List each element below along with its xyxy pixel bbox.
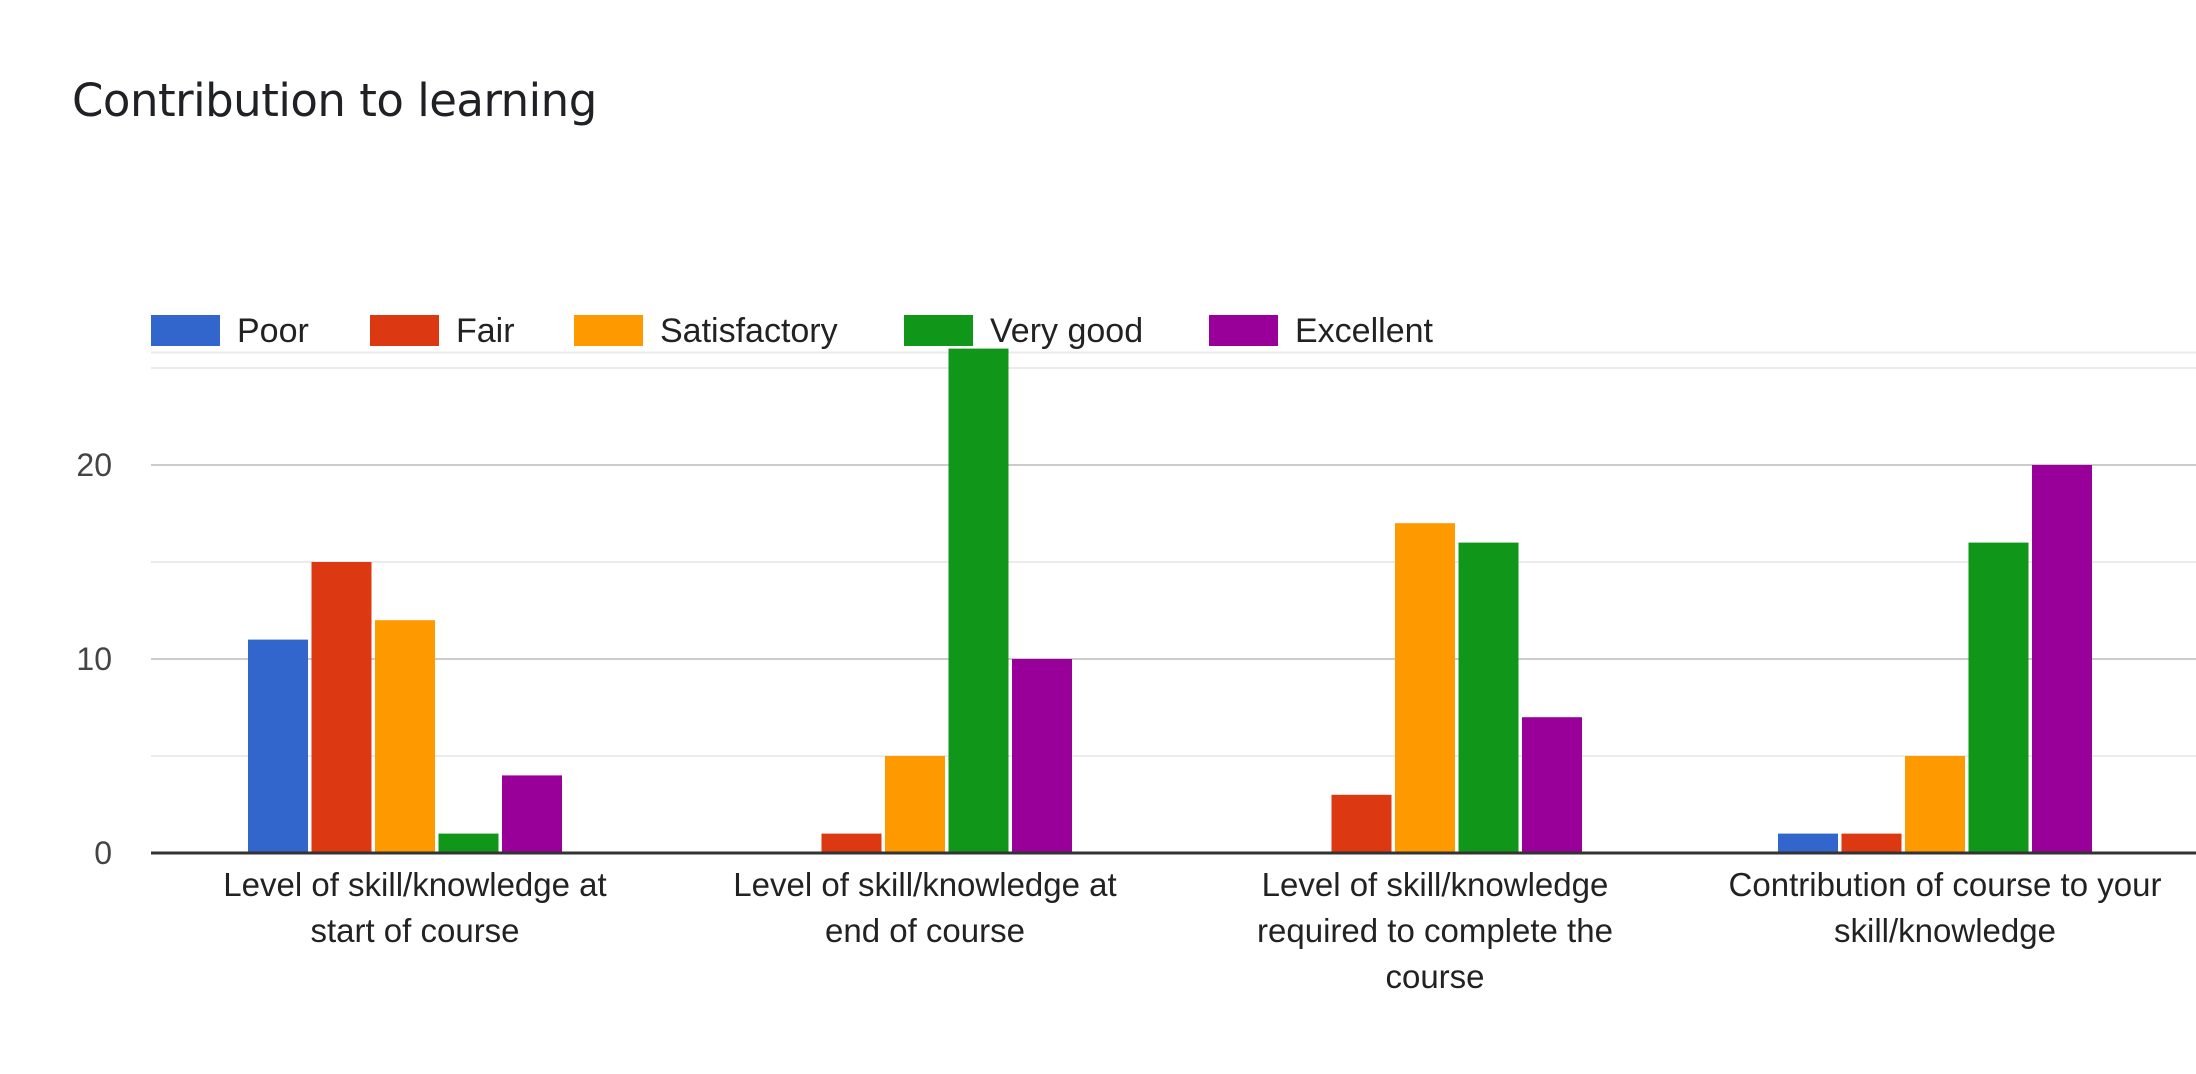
y-tick-label: 0 [94,835,112,871]
bar-poor-0[interactable] [248,639,308,853]
legend-label: Fair [456,312,515,350]
x-category-label: Contribution of course to your [1729,866,2162,903]
x-category-label: skill/knowledge [1834,912,2056,949]
bar-excellent-1[interactable] [1012,659,1072,853]
x-category-label: end of course [825,912,1025,949]
legend-label: Excellent [1295,312,1434,350]
x-category-label: required to complete the [1257,912,1613,949]
bar-satisfactory-1[interactable] [885,756,945,853]
legend[interactable]: Poor Fair Satisfactory Very good Excellent [151,312,1434,350]
bar-very-good-3[interactable] [1968,542,2029,853]
y-axis-ticks: 0 10 20 [76,447,112,871]
bar-excellent-0[interactable] [502,775,562,853]
bar-satisfactory-2[interactable] [1395,523,1455,853]
bars [248,348,2092,853]
chart-title: Contribution to learning [72,74,597,127]
bar-poor-3[interactable] [1778,833,1838,853]
x-category-label: Level of skill/knowledge at [733,866,1116,903]
legend-label: Very good [990,312,1143,350]
legend-swatch [151,315,220,346]
y-tick-label: 10 [76,641,112,677]
legend-label: Poor [237,312,309,350]
x-axis-categories: Level of skill/knowledge at start of cour… [223,866,2161,995]
bar-very-good-1[interactable] [948,348,1009,853]
legend-item-poor[interactable]: Poor [151,312,309,350]
bar-very-good-0[interactable] [438,833,499,853]
y-tick-label: 20 [76,447,112,483]
bar-fair-3[interactable] [1841,833,1902,853]
legend-item-excellent[interactable]: Excellent [1209,312,1434,350]
bar-satisfactory-0[interactable] [375,620,435,853]
x-category-label: start of course [310,912,519,949]
bar-fair-0[interactable] [311,562,372,853]
legend-swatch [1209,315,1278,346]
bar-satisfactory-3[interactable] [1905,756,1965,853]
bar-excellent-3[interactable] [2032,465,2092,853]
bar-fair-1[interactable] [821,833,882,853]
legend-swatch [574,315,643,346]
x-category-label: Level of skill/knowledge at [223,866,606,903]
legend-label: Satisfactory [660,312,838,350]
legend-item-very-good[interactable]: Very good [904,312,1143,350]
legend-swatch [370,315,439,346]
legend-item-satisfactory[interactable]: Satisfactory [574,312,838,350]
bar-excellent-2[interactable] [1522,717,1582,853]
x-category-label: course [1385,958,1484,995]
x-category-label: Level of skill/knowledge [1262,866,1609,903]
legend-swatch [904,315,973,346]
legend-item-fair[interactable]: Fair [370,312,515,350]
bar-very-good-2[interactable] [1458,542,1519,853]
bar-fair-2[interactable] [1331,794,1392,853]
grid-lines [151,351,2196,757]
